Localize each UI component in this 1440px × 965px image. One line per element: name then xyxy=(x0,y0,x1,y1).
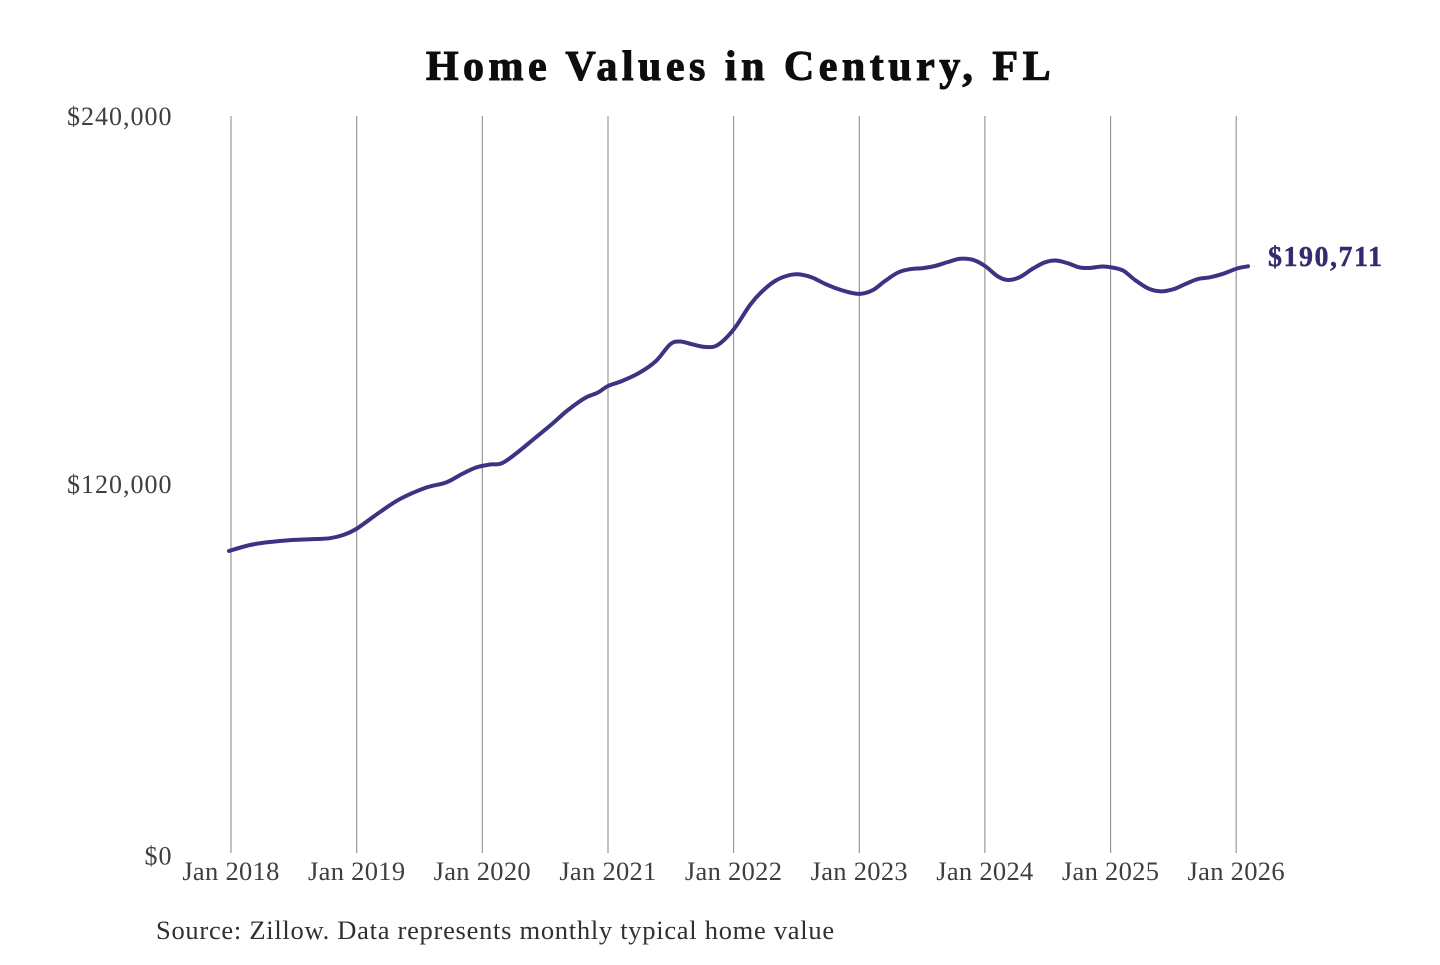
svg-text:Home Values in Century, FL: Home Values in Century, FL xyxy=(426,44,1055,90)
svg-text:Jan 2020: Jan 2020 xyxy=(434,856,531,886)
svg-text:Jan 2023: Jan 2023 xyxy=(811,856,908,886)
svg-text:Source: Zillow. Data represent: Source: Zillow. Data represents monthly … xyxy=(156,915,835,945)
svg-text:$120,000: $120,000 xyxy=(67,470,173,499)
svg-text:$190,711: $190,711 xyxy=(1268,242,1383,273)
svg-text:Jan 2024: Jan 2024 xyxy=(936,856,1033,886)
svg-text:Jan 2025: Jan 2025 xyxy=(1062,856,1159,886)
svg-text:$240,000: $240,000 xyxy=(67,102,173,131)
svg-text:Jan 2018: Jan 2018 xyxy=(182,856,279,886)
svg-text:$0: $0 xyxy=(145,842,173,871)
svg-text:Jan 2026: Jan 2026 xyxy=(1188,856,1285,886)
svg-text:Jan 2021: Jan 2021 xyxy=(559,856,656,886)
svg-text:Jan 2019: Jan 2019 xyxy=(308,856,405,886)
svg-text:Jan 2022: Jan 2022 xyxy=(685,856,782,886)
